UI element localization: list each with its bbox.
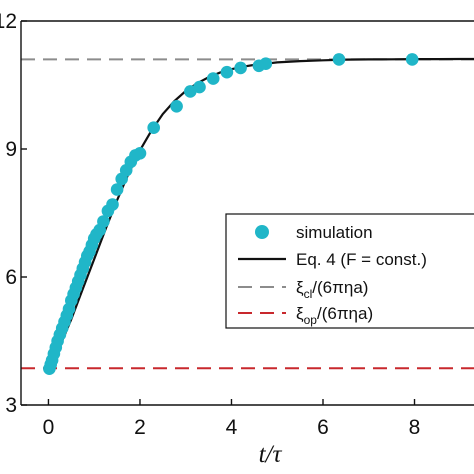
simulation-point — [234, 61, 247, 75]
x-tick-label: 6 — [317, 416, 329, 439]
simulation-points — [43, 53, 419, 376]
simulation-point — [220, 65, 234, 79]
simulation-point — [193, 80, 206, 94]
simulation-point — [147, 121, 160, 134]
y-tick-label: 9 — [5, 138, 17, 161]
simulation-point — [206, 72, 220, 85]
y-ticks: 3 6 9 12 — [0, 10, 27, 417]
legend-xi-cl-label: ξcl/(6πηa) — [296, 278, 368, 301]
y-tick-label: 12 — [0, 10, 17, 33]
simulation-point — [133, 147, 147, 160]
simulation-point — [97, 215, 110, 228]
x-ticks: 0 2 4 6 8 — [43, 399, 421, 439]
legend-xi-op-label: ξop/(6πηa) — [296, 304, 373, 327]
x-tick-label: 2 — [134, 416, 146, 439]
simulation-point — [110, 183, 124, 196]
y-tick-label: 6 — [5, 266, 17, 289]
x-tick-label: 4 — [226, 416, 238, 439]
x-axis-label: t/τ — [259, 441, 283, 468]
legend: simulation Eq. 4 (F = const.) ξcl/(6πηa)… — [225, 213, 474, 329]
legend-simulation-label: simulation — [296, 223, 373, 242]
simulation-point — [405, 53, 419, 66]
legend-eq4-label: Eq. 4 (F = const.) — [296, 250, 427, 269]
simulation-point — [332, 53, 346, 66]
legend-simulation-marker — [255, 225, 269, 239]
y-tick-label: 3 — [5, 394, 17, 417]
simulation-point — [170, 100, 183, 113]
simulation-point — [106, 198, 119, 211]
simulation-point — [259, 57, 273, 70]
x-tick-label: 8 — [409, 416, 421, 439]
x-tick-label: 0 — [43, 416, 55, 439]
